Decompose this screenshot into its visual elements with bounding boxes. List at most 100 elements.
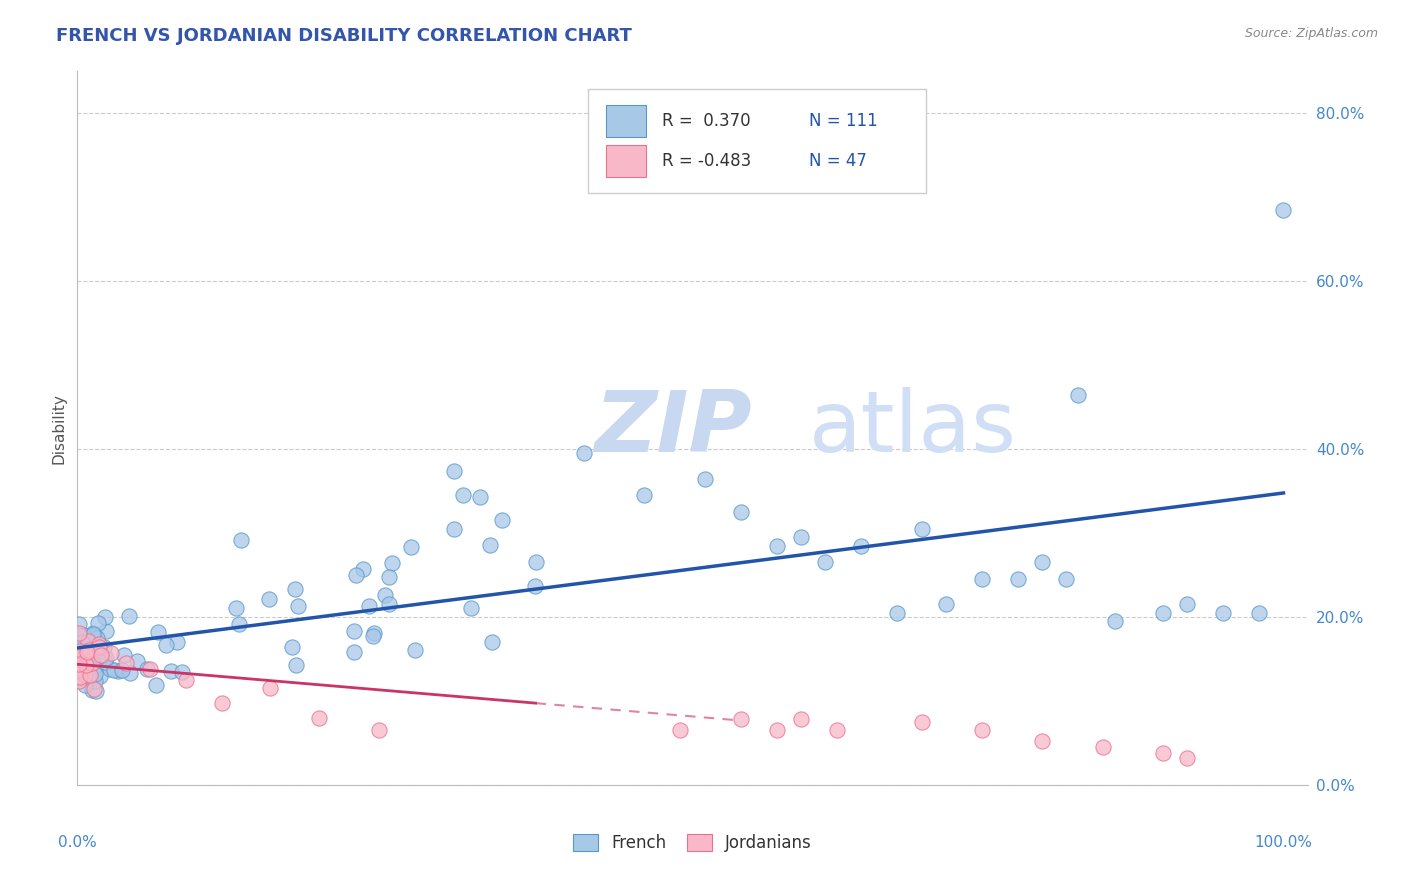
- Point: [67, 628, 90, 642]
- Point: [94, 610, 117, 624]
- Point: [118, 609, 141, 624]
- Point: [633, 488, 655, 502]
- Point: [381, 556, 404, 570]
- Point: [77, 643, 100, 657]
- Point: [69, 644, 91, 658]
- Point: [87, 649, 110, 664]
- Point: [67, 663, 90, 677]
- Point: [159, 664, 181, 678]
- Point: [110, 663, 132, 677]
- Point: [453, 488, 475, 502]
- Point: [96, 650, 118, 665]
- Point: [1007, 572, 1029, 586]
- Point: [363, 629, 385, 643]
- Point: [67, 659, 90, 673]
- Point: [83, 652, 105, 666]
- Point: [76, 640, 98, 654]
- Point: [87, 615, 110, 630]
- Point: [87, 640, 110, 654]
- Point: [72, 662, 94, 676]
- Point: [814, 556, 837, 570]
- Point: [82, 639, 104, 653]
- Point: [790, 713, 813, 727]
- Point: [378, 598, 401, 612]
- Point: [308, 711, 330, 725]
- Point: [67, 653, 90, 667]
- Point: [572, 446, 595, 460]
- Y-axis label: Disability: Disability: [51, 392, 66, 464]
- Point: [67, 673, 90, 688]
- Point: [138, 662, 160, 676]
- Point: [343, 624, 366, 639]
- Point: [79, 668, 101, 682]
- Point: [69, 644, 91, 658]
- Point: [76, 638, 98, 652]
- Point: [83, 681, 105, 696]
- Point: [93, 640, 115, 654]
- Point: [77, 668, 100, 682]
- Point: [468, 490, 491, 504]
- Point: [730, 713, 752, 727]
- Point: [83, 666, 105, 681]
- Point: [1031, 734, 1053, 748]
- Point: [1212, 606, 1234, 620]
- Point: [404, 643, 426, 657]
- Point: [86, 638, 108, 652]
- FancyBboxPatch shape: [606, 145, 645, 177]
- Text: N = 47: N = 47: [810, 152, 868, 169]
- Point: [1249, 606, 1271, 620]
- Point: [352, 562, 374, 576]
- Point: [69, 670, 91, 684]
- Point: [343, 645, 366, 659]
- Point: [669, 723, 692, 738]
- Point: [479, 538, 502, 552]
- Text: R = -0.483: R = -0.483: [662, 152, 751, 169]
- Text: 0.0%: 0.0%: [58, 835, 97, 850]
- Text: FRENCH VS JORDANIAN DISABILITY CORRELATION CHART: FRENCH VS JORDANIAN DISABILITY CORRELATI…: [56, 27, 633, 45]
- Point: [935, 598, 957, 612]
- Point: [693, 471, 716, 485]
- Point: [174, 673, 197, 687]
- Point: [75, 658, 97, 673]
- Point: [127, 654, 149, 668]
- Point: [69, 653, 91, 667]
- Point: [72, 665, 94, 680]
- Point: [67, 634, 90, 648]
- Point: [94, 624, 117, 639]
- Point: [367, 723, 389, 738]
- Point: [443, 522, 465, 536]
- Point: [73, 654, 96, 668]
- Point: [287, 599, 309, 613]
- Point: [481, 635, 503, 649]
- Point: [69, 664, 91, 678]
- Point: [146, 624, 169, 639]
- Point: [67, 640, 90, 655]
- Point: [1054, 572, 1077, 586]
- Point: [82, 627, 104, 641]
- Point: [79, 652, 101, 666]
- Point: [825, 723, 848, 738]
- Point: [76, 645, 98, 659]
- Point: [970, 572, 993, 586]
- Point: [1067, 387, 1090, 401]
- FancyBboxPatch shape: [606, 105, 645, 137]
- Text: Source: ZipAtlas.com: Source: ZipAtlas.com: [1244, 27, 1378, 40]
- Point: [524, 579, 547, 593]
- Point: [80, 682, 103, 697]
- Point: [766, 539, 789, 553]
- Text: N = 111: N = 111: [810, 112, 879, 130]
- Point: [100, 646, 122, 660]
- Point: [155, 638, 177, 652]
- Point: [443, 464, 465, 478]
- Point: [89, 637, 111, 651]
- Point: [225, 600, 247, 615]
- Point: [69, 650, 91, 665]
- Point: [93, 655, 115, 669]
- Point: [90, 648, 112, 662]
- Point: [69, 660, 91, 674]
- Point: [67, 662, 90, 676]
- Point: [75, 667, 97, 681]
- Point: [284, 657, 307, 672]
- Point: [491, 513, 513, 527]
- Point: [67, 635, 90, 649]
